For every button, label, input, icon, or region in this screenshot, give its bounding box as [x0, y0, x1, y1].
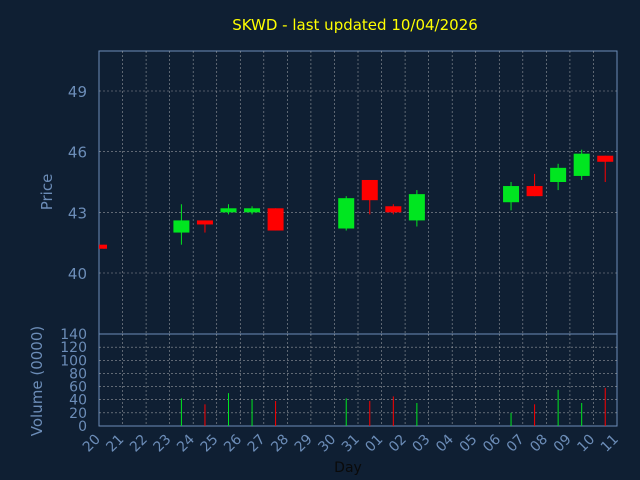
candle-up: [220, 208, 237, 213]
volume-tick-label: 20: [69, 406, 87, 422]
x-tick-label: 05: [457, 432, 481, 456]
x-tick-label: 11: [598, 432, 622, 456]
candle-down: [597, 155, 614, 162]
volume-tick-label: 140: [60, 327, 87, 343]
chart-title: SKWD - last updated 10/04/2026: [232, 16, 478, 34]
volume-tick-label: 0: [78, 419, 87, 435]
candle-up: [550, 167, 567, 182]
candle-up: [503, 186, 520, 203]
x-tick-label: 09: [551, 432, 575, 456]
candle-down: [196, 220, 213, 225]
x-tick-label: 02: [386, 432, 410, 456]
x-tick-label: 28: [268, 432, 292, 456]
volume-tick-label: 40: [69, 393, 87, 409]
x-tick-label: 31: [339, 432, 363, 456]
volume-bars: [180, 387, 606, 426]
x-tick-label: 01: [362, 432, 386, 456]
candle-down: [361, 179, 378, 201]
x-tick-label: 03: [410, 432, 434, 456]
candle-down: [267, 208, 284, 231]
x-tick-label: 25: [198, 432, 222, 456]
candle-down: [385, 206, 402, 213]
candle-up: [408, 194, 425, 221]
price-tick-label: 40: [68, 265, 87, 283]
x-tick-label: 20: [80, 432, 104, 456]
x-ticks: 20 21 22 23 24 25 26 27 28 29 30 31 01 02 03 04 05 06 07 08…: [80, 431, 622, 455]
x-tick-label: 29: [292, 432, 316, 456]
candles: [99, 149, 614, 249]
x-tick-label: 24: [174, 431, 198, 455]
price-y-ticks: 40 43 46 49: [68, 83, 87, 283]
x-tick-label: 22: [127, 432, 151, 456]
price-tick-label: 49: [68, 83, 87, 101]
price-tick-label: 43: [68, 204, 87, 222]
candle-up: [573, 153, 590, 176]
x-tick-label: 23: [151, 432, 175, 456]
x-axis-label: Day: [334, 460, 362, 476]
volume-axis-label: Volume (0000): [28, 326, 46, 436]
price-axis-label: Price: [38, 174, 56, 211]
x-tick-label: 08: [527, 432, 551, 456]
candle-down: [99, 244, 107, 249]
volume-tick-label: 120: [60, 340, 87, 356]
x-tick-label: 07: [504, 432, 528, 456]
x-tick-label: 26: [221, 431, 245, 455]
x-tick-label: 04: [433, 431, 457, 455]
candle-up: [173, 220, 190, 233]
x-tick-label: 21: [103, 432, 127, 456]
x-tick-label: 06: [480, 431, 504, 455]
x-tick-label: 10: [574, 432, 598, 456]
volume-tick-label: 60: [69, 380, 87, 396]
price-tick-label: 46: [68, 144, 87, 162]
x-tick-label: 27: [245, 432, 269, 456]
candle-down: [526, 186, 543, 197]
volume-tick-label: 80: [69, 366, 87, 382]
grid-lines: [99, 51, 617, 426]
volume-tick-label: 100: [60, 353, 87, 369]
x-tick-label: 30: [315, 432, 339, 456]
candle-up: [338, 198, 355, 229]
candle-up: [244, 208, 261, 213]
